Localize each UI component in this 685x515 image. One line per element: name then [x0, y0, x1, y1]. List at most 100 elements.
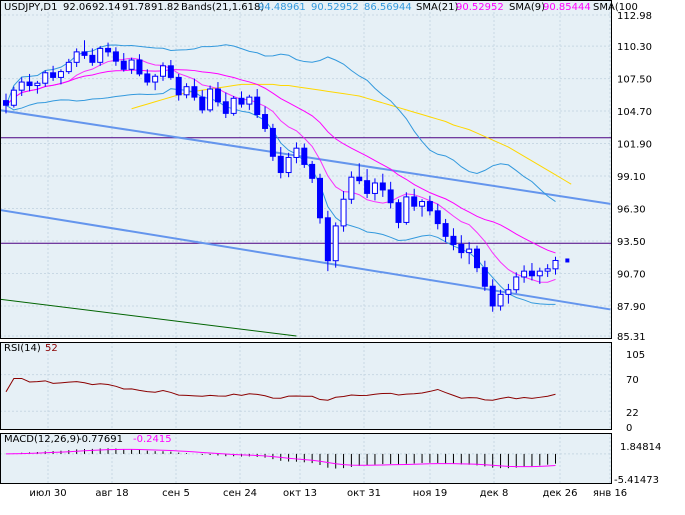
candle-body	[160, 65, 166, 77]
time-tick-label: ноя 19	[413, 488, 448, 499]
header-close: 91.82	[151, 2, 180, 13]
header-bands-label: Bands(21,1.618)	[181, 2, 264, 13]
candle-body	[426, 201, 433, 212]
last-price-marker	[565, 258, 570, 263]
candle-body	[238, 97, 245, 105]
candle-body	[191, 86, 198, 98]
candle-body	[230, 97, 237, 114]
candle-body	[340, 198, 347, 227]
sma21-line	[5, 69, 556, 254]
candle-body	[497, 293, 504, 307]
candle-body	[199, 96, 206, 111]
candle-body	[544, 268, 551, 272]
candle-body	[73, 51, 80, 63]
header-high: 92.14	[92, 2, 121, 13]
macd-tick-bottom: -5.41473	[614, 475, 659, 486]
price-tick-label: 101.90	[617, 140, 652, 151]
candle-body	[536, 270, 543, 277]
time-axis: июл 30 авг 18 сен 5 сен 24 окт 13 окт 31 ноя 1…	[29, 488, 627, 499]
candle-body	[26, 81, 33, 87]
macd-panel-frame	[0, 433, 612, 484]
price-tick-label: 112.98	[617, 11, 652, 22]
sma9-line	[5, 57, 556, 283]
rsi-panel-bg	[0, 342, 612, 430]
candle-body	[317, 177, 323, 219]
candle-body	[50, 72, 57, 78]
candle-body	[42, 72, 49, 84]
rsi-tick-0: 0	[626, 423, 632, 434]
candle-body	[285, 156, 292, 174]
candle-body	[3, 100, 9, 106]
price-tick-label: 99.10	[617, 172, 646, 183]
macd-series-layer	[0, 448, 612, 469]
price-tick-label: 87.90	[617, 302, 646, 313]
candle-body	[513, 276, 520, 291]
candle-body	[403, 196, 410, 223]
candle-body	[183, 86, 190, 96]
header-bands-lower: 86.56944	[364, 2, 412, 13]
time-tick-label: авг 18	[95, 488, 128, 499]
candle-body	[505, 289, 512, 295]
candle-body	[144, 73, 151, 83]
rsi-value: 52	[45, 343, 58, 354]
candle-body	[379, 182, 386, 191]
candle-body	[364, 180, 371, 194]
macd-main-value: -0.77691	[78, 434, 123, 445]
rsi-label: RSI(14)	[4, 343, 41, 354]
macd-signal-value: -0.2415	[133, 434, 172, 445]
candle-body	[222, 101, 229, 114]
rsi-panel-frame	[0, 342, 612, 430]
rsi-tick-70: 70	[626, 375, 639, 386]
time-tick-label: сен 24	[223, 488, 257, 499]
price-series-layer	[0, 40, 612, 337]
time-tick-label: янв 16	[593, 488, 627, 499]
candle-body	[419, 201, 426, 207]
time-tick-label: дек 8	[480, 488, 509, 499]
candle-body	[442, 223, 449, 237]
price-tick-label: 104.70	[617, 107, 652, 118]
candle-body	[371, 182, 378, 194]
header-bands-mid: 90.52952	[311, 2, 359, 13]
header-bands-upper: 94.48961	[258, 2, 306, 13]
candle-body	[10, 89, 17, 106]
header-low: 91.78	[122, 2, 151, 13]
rsi-line	[5, 377, 556, 401]
macd-label: MACD(12,26,9)	[4, 434, 80, 445]
candle-body	[481, 267, 488, 287]
macd-signal-line	[5, 448, 556, 468]
candle-body	[458, 243, 465, 254]
candle-body	[254, 96, 261, 116]
candle-body	[128, 59, 135, 70]
candle-body	[301, 147, 308, 165]
header-sma21-value: 90.52952	[456, 2, 504, 13]
candle-body	[269, 127, 276, 157]
candle-body	[136, 59, 143, 75]
candle-body	[552, 259, 559, 270]
candle-body	[120, 60, 127, 70]
sma100-line	[131, 83, 572, 185]
time-tick-label: окт 13	[283, 488, 317, 499]
price-tick-label: 90.70	[617, 269, 646, 280]
candle-body	[167, 65, 174, 78]
candle-body	[18, 81, 25, 91]
candle-body	[521, 270, 528, 278]
header-sma100-label: SMA(100	[593, 2, 638, 13]
header-symbol: USDJPY,D1	[4, 2, 57, 13]
candle-body	[81, 51, 88, 56]
header-open: 92.06	[63, 2, 92, 13]
price-axis: 112.98 110.30 107.50 104.70 101.90 99.10 96.30…	[617, 11, 652, 343]
price-tick-label: 110.30	[617, 42, 652, 53]
candle-body	[105, 47, 112, 53]
candle-body	[387, 189, 394, 204]
candle-body	[411, 196, 418, 207]
rsi-tick-105: 105	[626, 350, 645, 361]
candle-body	[89, 54, 96, 63]
time-tick-label: июл 30	[29, 488, 66, 499]
candle-body	[450, 235, 457, 245]
candle-body	[246, 96, 253, 105]
time-tick-label: сен 5	[162, 488, 190, 499]
candle-body	[434, 210, 441, 225]
candle-body	[152, 75, 159, 83]
